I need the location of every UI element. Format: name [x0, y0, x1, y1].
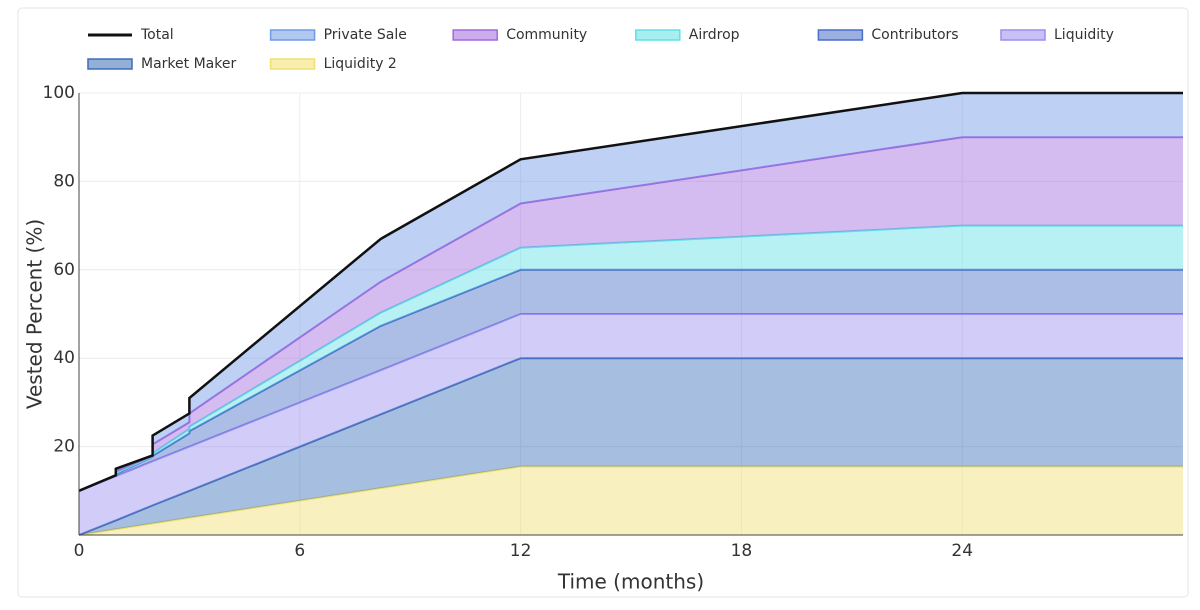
x-tick-label: 0 — [74, 541, 85, 561]
legend-swatch — [817, 29, 864, 41]
legend-item: Airdrop — [635, 27, 740, 43]
x-tick-label: 24 — [951, 541, 973, 561]
y-tick-label: 80 — [53, 171, 75, 191]
areas — [78, 91, 1183, 536]
legend-swatch — [452, 29, 498, 41]
area-fill — [79, 93, 1183, 491]
card — [17, 7, 1189, 598]
area-fill — [79, 137, 1183, 491]
area-line — [78, 313, 1183, 492]
x-tick-label: 6 — [294, 541, 305, 561]
legend-item: Community — [452, 27, 587, 43]
x-tick-label: 18 — [731, 541, 753, 561]
y-tick-label: 60 — [53, 260, 75, 280]
legend-label: Total — [140, 27, 174, 43]
legend-label: Private Sale — [324, 27, 407, 43]
legend-swatch — [269, 29, 316, 41]
y-tick-label: 40 — [53, 348, 75, 368]
y-tick-label: 100 — [43, 83, 75, 103]
legend-label: Liquidity 2 — [324, 56, 397, 72]
legend-item: Private Sale — [269, 27, 407, 43]
area-fill — [79, 358, 1183, 535]
total-line — [78, 91, 1183, 492]
legend-item: Total — [88, 27, 174, 43]
legend-item: Contributors — [817, 27, 959, 43]
legend-swatch — [1000, 29, 1046, 41]
legend: Total Private Sale Community Airdrop Contrib… — [87, 27, 1114, 72]
legend-swatch — [269, 58, 316, 70]
legend-label: Community — [506, 27, 587, 43]
legend-label: Contributors — [871, 27, 958, 43]
area-fill — [79, 225, 1183, 491]
y-axis-title: Vested Percent (%) — [23, 219, 47, 409]
legend-item: Market Maker — [87, 56, 236, 72]
y-tick-label: 20 — [53, 437, 75, 457]
legend-swatch — [87, 58, 133, 70]
axes: 20 40 60 80 100 0 6 12 18 24 — [43, 83, 1183, 561]
x-tick-label: 12 — [510, 541, 532, 561]
area-line — [78, 357, 1183, 536]
area-fill — [79, 314, 1183, 535]
legend-swatch — [635, 29, 681, 41]
legend-label: Airdrop — [689, 27, 740, 43]
area-fill — [79, 466, 1183, 535]
legend-label: Liquidity — [1054, 27, 1114, 43]
legend-item: Liquidity — [1000, 27, 1114, 43]
area-line — [78, 465, 1183, 536]
area-fill — [79, 269, 1183, 491]
legend-label: Market Maker — [141, 56, 236, 72]
x-axis-title: Time (months) — [557, 570, 704, 594]
legend-item: Liquidity 2 — [269, 56, 397, 72]
